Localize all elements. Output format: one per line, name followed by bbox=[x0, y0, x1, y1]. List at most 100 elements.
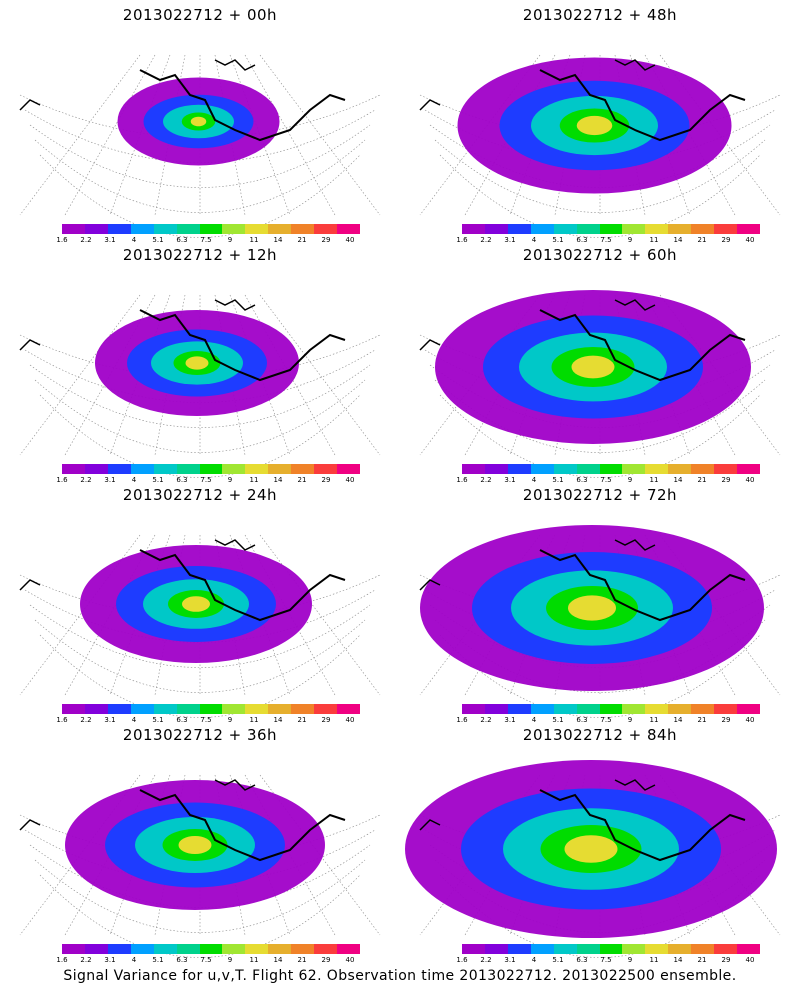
colorbar-swatch bbox=[668, 704, 692, 714]
colorbar-tick-label: 2.2 bbox=[80, 476, 92, 484]
colorbar-swatch bbox=[553, 704, 577, 714]
colorbar-tick-label: 14 bbox=[673, 236, 683, 244]
colorbar-swatch bbox=[222, 464, 246, 474]
colorbar-swatch bbox=[176, 224, 200, 234]
colorbar-swatch bbox=[222, 224, 246, 234]
colorbar-tick-label: 14 bbox=[673, 476, 683, 484]
map-panel: 2013022712 + 36h 1.6 2.2 3.1 4 5.1 6.3 7.5 9 11 14… bbox=[0, 720, 400, 970]
colorbar-swatch bbox=[714, 944, 738, 954]
colorbar-tick-label: 5.1 bbox=[552, 236, 564, 244]
map-panel: 2013022712 + 72h 1.6 2.2 3.1 4 5.1 6.3 7.5 9 11 14… bbox=[400, 480, 800, 730]
panel-title: 2013022712 + 12h bbox=[122, 246, 278, 264]
colorbar-tick-label: 11 bbox=[649, 236, 659, 244]
colorbar-tick-label: 2.2 bbox=[480, 956, 492, 964]
longitude-line bbox=[64, 54, 156, 216]
colorbar-tick-label: 29 bbox=[321, 476, 331, 484]
colorbar-tick-label: 4 bbox=[131, 476, 137, 484]
colorbar-tick-label: 9 bbox=[227, 956, 233, 964]
colorbar-swatch bbox=[222, 704, 246, 714]
colorbar-swatch bbox=[737, 464, 760, 474]
colorbar-tick-label: 6.3 bbox=[576, 956, 588, 964]
colorbar-swatch bbox=[337, 704, 360, 714]
colorbar-tick-label: 11 bbox=[249, 236, 259, 244]
latitude-line bbox=[24, 349, 376, 403]
panel-title: 2013022712 + 60h bbox=[522, 246, 678, 264]
colorbar-tick-label: 6.3 bbox=[176, 716, 188, 724]
colorbar-tick-label: 40 bbox=[345, 476, 355, 484]
colorbar-tick-label: 2.2 bbox=[480, 716, 492, 724]
colorbar-tick-label: 3.1 bbox=[104, 716, 116, 724]
forecast-map bbox=[405, 760, 781, 958]
colorbar-swatch bbox=[291, 704, 315, 714]
colorbar bbox=[62, 224, 360, 234]
colorbar-ticks: 1.6 2.2 3.1 4 5.1 6.3 7.5 9 11 14 21 29 40 bbox=[452, 716, 762, 726]
colorbar-swatch bbox=[199, 704, 223, 714]
colorbar-swatch bbox=[599, 704, 623, 714]
colorbar-swatch bbox=[484, 224, 508, 234]
colorbar-swatch bbox=[530, 944, 554, 954]
colorbar-tick-label: 4 bbox=[531, 716, 537, 724]
latitude-line bbox=[439, 154, 761, 238]
latitude-line bbox=[34, 379, 366, 453]
colorbar-swatch bbox=[107, 224, 131, 234]
colorbar-tick-label: 2.2 bbox=[480, 476, 492, 484]
colorbar-swatch bbox=[130, 944, 154, 954]
colorbar-swatch bbox=[268, 224, 292, 234]
colorbar-swatch bbox=[530, 224, 554, 234]
colorbar-swatch bbox=[222, 944, 246, 954]
colorbar-swatch bbox=[691, 944, 715, 954]
colorbar-tick-label: 11 bbox=[249, 956, 259, 964]
colorbar-tick-label: 5.1 bbox=[552, 476, 564, 484]
colorbar-swatch bbox=[62, 224, 85, 234]
colorbar-tick-label: 9 bbox=[227, 716, 233, 724]
colorbar-swatch bbox=[84, 944, 108, 954]
colorbar-swatch bbox=[107, 464, 131, 474]
colorbar-tick-label: 14 bbox=[673, 956, 683, 964]
colorbar-swatch bbox=[737, 224, 760, 234]
colorbar-tick-label: 6.3 bbox=[576, 476, 588, 484]
colorbar-tick-label: 4 bbox=[531, 956, 537, 964]
colorbar-tick-label: 3.1 bbox=[104, 956, 116, 964]
forecast-map bbox=[19, 294, 381, 478]
colorbar-swatch bbox=[291, 224, 315, 234]
colorbar-tick-label: 4 bbox=[131, 956, 137, 964]
colorbar-tick-label: 5.1 bbox=[552, 956, 564, 964]
islands bbox=[419, 59, 656, 111]
colorbar-swatch bbox=[245, 944, 269, 954]
latitude-line bbox=[439, 394, 761, 478]
colorbar-tick-label: 4 bbox=[131, 716, 137, 724]
colorbar-tick-label: 40 bbox=[345, 716, 355, 724]
colorbar bbox=[462, 944, 760, 954]
colorbar-tick-label: 3.1 bbox=[104, 476, 116, 484]
colorbar-tick-label: 21 bbox=[297, 716, 307, 724]
colorbar-tick-label: 5.1 bbox=[152, 236, 164, 244]
variance-contour bbox=[178, 836, 212, 854]
colorbar-swatch bbox=[507, 944, 531, 954]
colorbar-tick-label: 3.1 bbox=[104, 236, 116, 244]
variance-contour bbox=[190, 116, 207, 127]
islands bbox=[19, 299, 256, 351]
colorbar-swatch bbox=[291, 464, 315, 474]
colorbar-tick-label: 1.6 bbox=[456, 956, 468, 964]
colorbar-tick-label: 21 bbox=[697, 716, 707, 724]
colorbar-swatch bbox=[462, 944, 485, 954]
colorbar-swatch bbox=[645, 224, 669, 234]
forecast-map bbox=[419, 525, 781, 718]
colorbar-tick-label: 6.3 bbox=[576, 716, 588, 724]
colorbar-tick-label: 14 bbox=[273, 476, 283, 484]
colorbar-swatch bbox=[62, 944, 85, 954]
colorbar-swatch bbox=[484, 944, 508, 954]
colorbar-ticks: 1.6 2.2 3.1 4 5.1 6.3 7.5 9 11 14 21 29 40 bbox=[452, 956, 762, 966]
colorbar-tick-label: 14 bbox=[273, 716, 283, 724]
colorbar-swatch bbox=[314, 224, 338, 234]
colorbar-tick-label: 6.3 bbox=[176, 476, 188, 484]
colorbar-tick-label: 7.5 bbox=[200, 476, 212, 484]
islands bbox=[19, 59, 256, 111]
latitude-line bbox=[439, 634, 761, 718]
colorbar-swatch bbox=[599, 944, 623, 954]
latitude-line bbox=[29, 844, 371, 908]
colorbar-ticks: 1.6 2.2 3.1 4 5.1 6.3 7.5 9 11 14 21 29 40 bbox=[52, 476, 362, 486]
colorbar-swatch bbox=[714, 464, 738, 474]
colorbar-tick-label: 5.1 bbox=[552, 716, 564, 724]
colorbar-swatch bbox=[199, 944, 223, 954]
